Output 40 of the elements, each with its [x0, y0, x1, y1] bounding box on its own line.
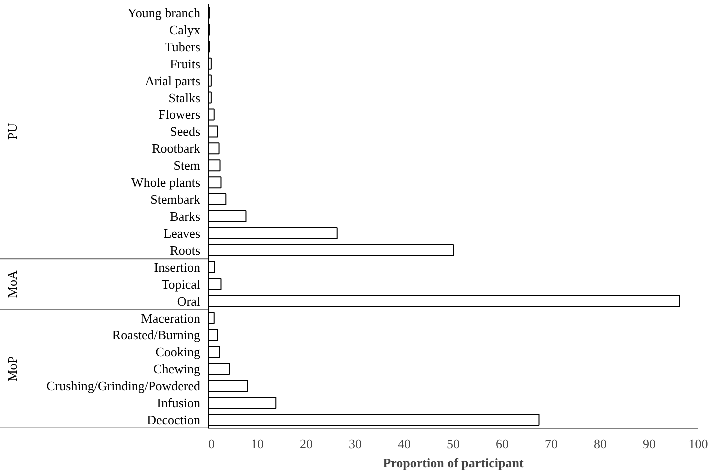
x-tick-label: 20: [300, 436, 313, 452]
y-tick-label: Stem: [174, 158, 201, 174]
y-tick-label: Infusion: [157, 396, 201, 411]
y-tick-label: Whole plants: [132, 175, 201, 190]
y-tick-label: Maceration: [141, 310, 201, 326]
x-tick-label: 0: [208, 436, 215, 452]
y-tick-label: Topical: [162, 276, 201, 292]
y-tick-label: Seeds: [170, 124, 201, 140]
y-tick-label: Roots: [170, 242, 200, 258]
y-tick-label: Rootbark: [152, 141, 201, 156]
x-tick-label: 100: [688, 436, 708, 452]
x-tick-label: 60: [496, 436, 509, 452]
y-tick-label: Oral: [177, 294, 201, 309]
y-tick-label: Young branch: [128, 5, 201, 20]
y-tick-label: Cooking: [156, 344, 201, 360]
y-tick-label: Decoction: [147, 412, 201, 428]
y-tick-label: Leaves: [164, 226, 200, 241]
y-tick-label: Barks: [170, 209, 201, 224]
x-axis-title: Proportion of participant: [383, 456, 524, 470]
text: MoP: [5, 356, 20, 382]
y-tick-label: Stalks: [168, 90, 201, 106]
text: PU: [5, 122, 20, 140]
y-tick-label: Crushing/Grinding/Powdered: [46, 378, 201, 394]
x-tick-label: 40: [398, 436, 411, 452]
x-tick-label: 70: [545, 436, 558, 452]
y-tick-label: Tubers: [164, 39, 201, 54]
y-tick-label: Stembark: [150, 192, 201, 208]
text: MoA: [5, 270, 20, 298]
y-tick-label: Calyx: [169, 22, 201, 38]
x-tick-label: 50: [447, 436, 460, 452]
x-tick-label: 30: [349, 436, 362, 452]
y-tick-label: Roasted/Burning: [112, 328, 201, 343]
x-tick-label: 90: [643, 436, 656, 452]
x-tick-label: 80: [594, 436, 607, 452]
y-tick-label: Insertion: [154, 260, 201, 275]
y-tick-label: Fruits: [170, 56, 200, 72]
y-tick-label: Arial parts: [145, 73, 201, 88]
y-tick-label: Flowers: [158, 107, 200, 122]
x-tick-label: 10: [251, 436, 264, 452]
y-tick-label: Chewing: [154, 362, 201, 377]
